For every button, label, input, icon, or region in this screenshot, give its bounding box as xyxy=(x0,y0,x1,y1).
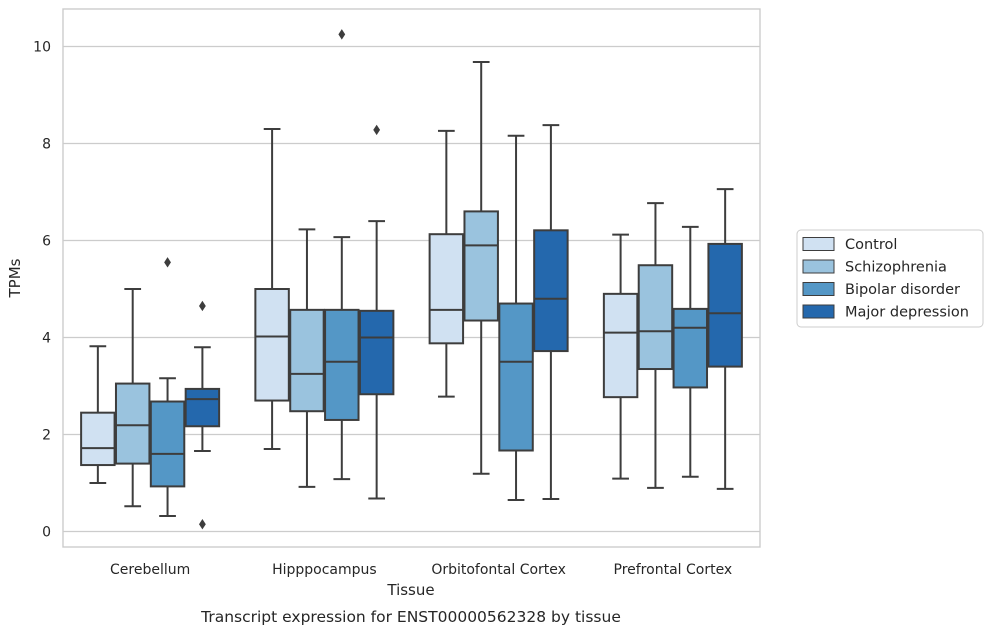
series-schizophrenia xyxy=(114,61,674,508)
x-tick-label: Orbitofontal Cortex xyxy=(431,562,566,578)
box-plot-series xyxy=(80,29,743,530)
box xyxy=(114,288,151,508)
box-body xyxy=(114,382,151,465)
y-tick-label: 2 xyxy=(42,428,51,444)
legend: Control Schizophrenia Bipolar disorder Majo… xyxy=(796,229,984,328)
outlier-point xyxy=(199,300,206,312)
y-tick-label: 6 xyxy=(42,234,51,250)
outlier-point xyxy=(164,257,171,268)
y-axis-ticks: 0 2 4 6 8 10 xyxy=(33,40,51,541)
x-axis-ticks: Cerebellum Hipppocampus Orbitofontal Corte… xyxy=(110,562,732,578)
y-tick-label: 8 xyxy=(42,137,51,153)
box-body xyxy=(184,387,221,428)
y-tick-label: 0 xyxy=(42,525,51,541)
box-body xyxy=(672,307,709,389)
y-tick-label: 10 xyxy=(33,40,51,56)
legend-swatch xyxy=(802,259,835,274)
legend-swatch xyxy=(802,304,835,319)
legend-label: Schizophrenia xyxy=(845,260,947,276)
box xyxy=(637,202,674,489)
box xyxy=(184,300,221,530)
box xyxy=(498,134,534,501)
box-body xyxy=(533,229,569,353)
box xyxy=(428,129,465,398)
legend-label: Bipolar disorder xyxy=(845,282,960,298)
box xyxy=(149,257,186,517)
box xyxy=(533,124,569,501)
legend-swatch xyxy=(802,237,835,251)
box-body xyxy=(358,309,395,396)
box-body xyxy=(289,308,325,413)
box-body xyxy=(498,302,534,452)
outlier-point xyxy=(199,519,206,530)
x-tick-label: Cerebellum xyxy=(110,562,190,578)
box-body xyxy=(428,233,465,345)
legend-label: Major depression xyxy=(845,305,969,321)
box-body xyxy=(149,400,186,488)
legend-label: Control xyxy=(845,237,897,253)
series-control xyxy=(80,127,639,484)
chart-caption: Transcript expression for ENST0000056232… xyxy=(200,608,621,626)
series-bipolar-disorder xyxy=(149,29,709,517)
box xyxy=(358,124,395,500)
series-major-depression xyxy=(184,124,743,530)
outlier-point xyxy=(338,29,346,40)
box-body xyxy=(637,264,674,371)
legend-swatch xyxy=(802,282,835,296)
x-tick-label: Prefrontal Cortex xyxy=(614,562,733,578)
box xyxy=(80,345,116,484)
y-tick-label: 4 xyxy=(42,331,51,347)
box-body xyxy=(707,242,743,368)
plot-frame xyxy=(62,8,761,548)
legend-frame xyxy=(796,229,984,328)
box xyxy=(324,29,360,481)
box xyxy=(254,127,290,451)
box-body xyxy=(324,308,360,421)
box-body xyxy=(602,292,639,399)
y-axis-label: TPMs xyxy=(6,258,24,298)
box xyxy=(289,228,325,488)
box xyxy=(463,61,499,475)
x-tick-label: Hipppocampus xyxy=(272,562,377,578)
box xyxy=(707,188,743,490)
x-axis-label: Tissue xyxy=(386,581,434,599)
box xyxy=(602,233,639,480)
box xyxy=(672,225,709,478)
outlier-point xyxy=(373,124,381,136)
box-body xyxy=(80,411,116,467)
box-body xyxy=(254,288,290,402)
box-body xyxy=(463,210,499,322)
